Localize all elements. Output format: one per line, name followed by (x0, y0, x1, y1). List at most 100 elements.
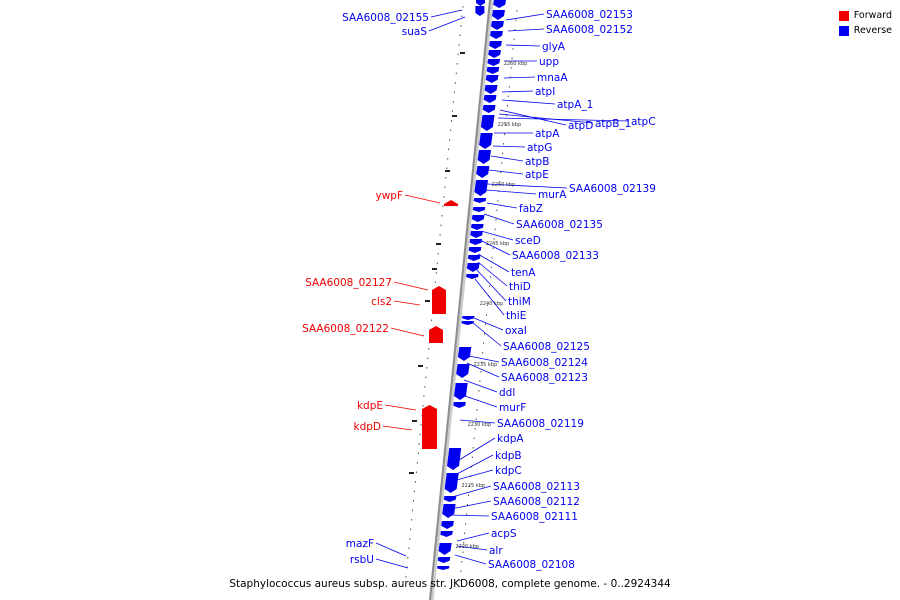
gene-label[interactable]: SAA6008_02133 (512, 250, 599, 262)
gene-label[interactable]: ywpF (375, 190, 403, 202)
gene-label[interactable]: atpI (535, 86, 555, 98)
scale-dot (411, 519, 413, 521)
gene-label[interactable]: SAA6008_02139 (569, 183, 656, 195)
gene-label[interactable]: atpB (525, 156, 549, 168)
kbp-tick-label: 2250 kbp (492, 182, 516, 188)
scale-dot (419, 433, 421, 436)
reverse-gene (454, 383, 468, 400)
reverse-gene (479, 133, 493, 149)
reverse-gene (486, 67, 500, 74)
gene-label[interactable]: murA (538, 189, 567, 201)
scale-dot (408, 547, 410, 550)
scale-dot (494, 228, 496, 231)
scale-dot (476, 409, 478, 411)
gene-label[interactable]: thiD (509, 281, 531, 293)
label-leader (458, 437, 496, 461)
scale-dot (511, 57, 513, 60)
gene-label[interactable]: atpA_1 (557, 99, 593, 111)
scale-dot (443, 196, 445, 198)
scale-dot (472, 447, 474, 449)
scale-dot (488, 285, 490, 288)
reverse-gene (484, 85, 498, 94)
scale-dot (485, 323, 487, 326)
label-leader (490, 155, 524, 162)
gene-label[interactable]: glyA (542, 41, 566, 53)
label-leader (488, 169, 524, 175)
gene-label[interactable]: SAA6008_02155 (342, 12, 429, 24)
gene-label[interactable]: kdpE (357, 400, 383, 412)
gene-label[interactable]: atpA (535, 128, 560, 140)
gene-label[interactable]: SAA6008_02112 (493, 496, 580, 508)
scale-dot (514, 29, 516, 31)
reverse-gene (491, 21, 504, 30)
gene-label[interactable]: SAA6008_02153 (546, 9, 633, 21)
label-leader (450, 500, 492, 510)
gene-label[interactable]: atpE (525, 169, 549, 181)
scale-dot (482, 352, 484, 354)
reverse-gene (437, 557, 451, 563)
map-caption: Staphylococcus aureus subsp. aureus str.… (229, 578, 671, 590)
scale-dot (510, 67, 512, 69)
gene-label[interactable]: cls2 (371, 296, 392, 308)
gene-label[interactable]: SAA6008_02119 (497, 418, 584, 430)
scale-dot (436, 262, 438, 265)
gene-label[interactable]: SAA6008_02108 (488, 559, 575, 571)
kbp-tick-label: 2245 kbp (486, 241, 510, 247)
gene-label[interactable]: murF (499, 402, 526, 414)
gene-label[interactable]: tenA (511, 267, 536, 279)
gene-label[interactable]: kdpC (495, 465, 522, 477)
gene-label[interactable]: oxaI (505, 325, 527, 337)
label-leader (375, 558, 409, 569)
scale-dot (462, 551, 464, 554)
gene-label[interactable]: kdpD (354, 421, 382, 433)
scale-dot (484, 333, 486, 335)
scale-dot (465, 523, 467, 525)
gene-label[interactable]: fabZ (519, 203, 543, 215)
label-leader (471, 321, 502, 347)
scale-dot (449, 139, 451, 141)
gene-label[interactable]: upp (539, 56, 559, 68)
gene-label[interactable]: thiE (506, 310, 526, 322)
gene-label[interactable]: SAA6008_02135 (516, 219, 603, 231)
gene-label[interactable]: SAA6008_02123 (501, 372, 588, 384)
scale-dot (460, 570, 462, 573)
gene-label[interactable]: mazF (346, 538, 374, 550)
gene-label[interactable]: SAA6008_02111 (491, 511, 578, 523)
gene-label[interactable]: kdpA (497, 433, 524, 445)
reverse-gene (476, 166, 490, 178)
gene-label[interactable]: SAA6008_02127 (305, 277, 392, 289)
gene-label[interactable]: atpB_1 (595, 118, 631, 130)
gene-label[interactable]: SAA6008_02113 (493, 481, 580, 493)
scale-dot (418, 443, 420, 445)
gene-labels: SAA6008_02153 SAA6008_02152 glyA upp mnaA atp… (302, 9, 656, 571)
scale-dot (440, 224, 442, 227)
gene-label[interactable]: rsbU (350, 554, 374, 566)
gene-label[interactable]: SAA6008_02152 (546, 24, 633, 36)
scale-dot (451, 110, 453, 113)
gene-label[interactable]: SAA6008_02122 (302, 323, 389, 335)
scale-dot (499, 181, 501, 183)
label-leader (390, 327, 425, 337)
label-leader (461, 394, 498, 408)
gene-label[interactable]: alr (489, 545, 503, 557)
scale-dot (486, 304, 488, 307)
gene-label[interactable]: atpC (631, 116, 656, 128)
scale-mark (436, 243, 441, 245)
genome-axis-shadow (430, 0, 494, 600)
gene-label[interactable]: thiM (508, 296, 531, 308)
gene-label[interactable]: acpS (491, 528, 517, 540)
label-leader (393, 281, 429, 291)
gene-label[interactable]: SAA6008_02125 (503, 341, 590, 353)
gene-label[interactable]: suaS (402, 26, 428, 38)
gene-label[interactable]: atpD (568, 120, 593, 132)
scale-dot (496, 209, 498, 212)
reverse-gene (456, 364, 470, 378)
gene-label[interactable]: ddl (499, 387, 515, 399)
reverse-gene (477, 150, 491, 164)
gene-label[interactable]: mnaA (537, 72, 568, 84)
gene-label[interactable]: kdpB (495, 450, 522, 462)
gene-label[interactable]: atpG (527, 142, 552, 154)
gene-label[interactable]: sceD (515, 235, 541, 247)
gene-label[interactable]: SAA6008_02124 (501, 357, 588, 369)
